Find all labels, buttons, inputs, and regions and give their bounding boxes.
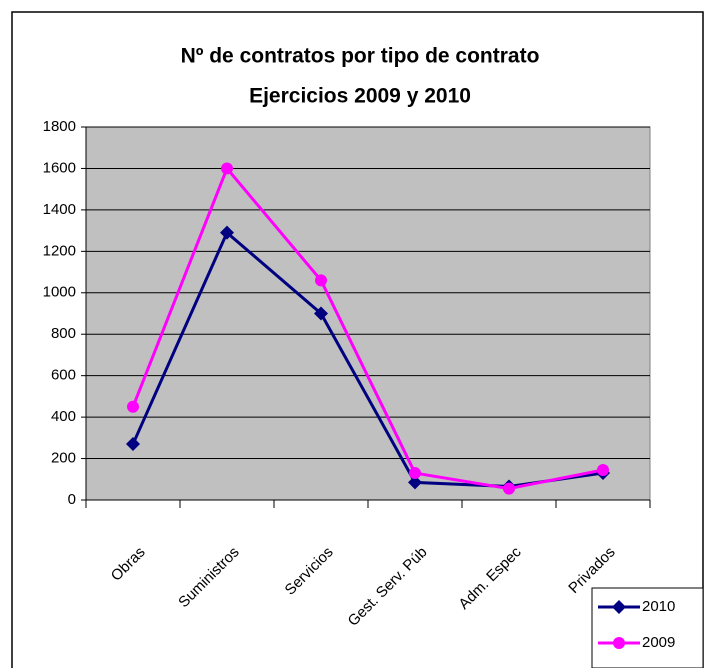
legend-marker [612, 600, 626, 614]
data-point [221, 162, 233, 175]
legend-label: 2009 [642, 634, 675, 651]
y-tick-label: 1800 [43, 118, 76, 135]
legend-label: 2010 [642, 598, 675, 615]
y-tick-label: 1200 [43, 242, 76, 259]
y-tick-label: 400 [51, 408, 76, 425]
data-point [126, 437, 140, 452]
chart-title: Nº de contratos por tipo de contrato [181, 45, 540, 68]
data-point [220, 225, 234, 240]
series-line [131, 165, 604, 491]
data-point [127, 400, 139, 413]
data-point [409, 467, 421, 480]
y-tick-label: 800 [51, 325, 76, 342]
y-tick-label: 600 [51, 367, 76, 384]
y-tick-label: 1000 [43, 284, 76, 301]
legend-marker [613, 637, 625, 649]
y-tick-label: 1600 [43, 159, 76, 176]
legend [591, 587, 704, 668]
data-point [503, 482, 515, 495]
y-tick-label: 0 [68, 491, 76, 508]
plot-area [85, 126, 651, 501]
chart-subtitle: Ejercicios 2009 y 2010 [249, 85, 471, 108]
data-point [314, 306, 328, 321]
data-point [597, 463, 609, 476]
y-tick-label: 1400 [43, 201, 76, 218]
y-tick-label: 200 [51, 450, 76, 467]
data-point [408, 475, 422, 490]
data-point [315, 274, 327, 287]
